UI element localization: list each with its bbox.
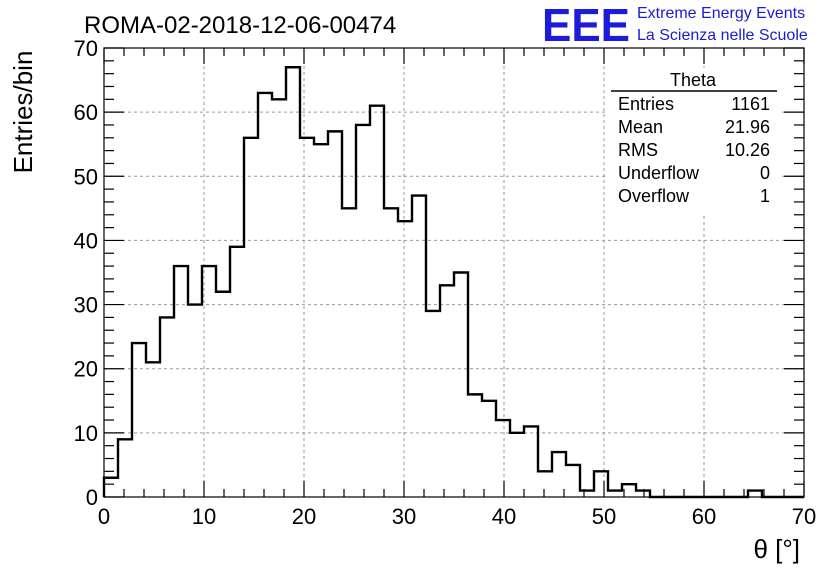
y-tick-label: 30 xyxy=(74,293,98,318)
histogram-bin xyxy=(286,67,300,497)
stats-box-background xyxy=(607,68,779,214)
histogram-bin xyxy=(594,471,608,497)
histogram-bin xyxy=(132,343,146,497)
y-axis-title: Entries/bin xyxy=(8,51,38,174)
x-tick-label: 60 xyxy=(692,504,716,529)
histogram-bin xyxy=(566,465,580,497)
y-tick-labels: 0 10 20 30 40 50 60 70 xyxy=(74,36,98,510)
histogram-bin xyxy=(482,401,496,497)
y-tick-label: 60 xyxy=(74,100,98,125)
histogram-bin xyxy=(342,208,356,497)
histogram-bin xyxy=(538,471,552,497)
histogram-outline xyxy=(102,66,804,499)
stats-value-underflow: 0 xyxy=(760,163,770,183)
y-tick-label: 40 xyxy=(74,228,98,253)
histogram-bin xyxy=(468,394,482,497)
x-tick-label: 20 xyxy=(292,504,316,529)
x-tick-label: 0 xyxy=(98,504,110,529)
histogram-bin xyxy=(202,266,216,497)
histogram-bin xyxy=(244,138,258,497)
histogram-bin xyxy=(104,478,118,497)
histogram-bin xyxy=(412,196,426,497)
histogram-bin xyxy=(314,144,328,497)
chart-title: ROMA-02-2018-12-06-00474 xyxy=(84,12,396,39)
stats-label-underflow: Underflow xyxy=(618,163,700,183)
y-tick-label: 70 xyxy=(74,36,98,61)
stats-value-overflow: 1 xyxy=(760,186,770,206)
histogram-bin xyxy=(118,439,132,497)
x-tick-label: 10 xyxy=(192,504,216,529)
histogram-bin xyxy=(398,221,412,497)
histogram-bin xyxy=(510,433,524,497)
histogram-bin xyxy=(328,131,342,497)
logo-line-2: La Scienza nelle Scuole xyxy=(637,27,808,44)
histogram-bin xyxy=(356,125,370,497)
y-tick-label: 0 xyxy=(86,485,98,510)
x-tick-labels: 0 10 20 30 40 50 60 70 xyxy=(98,504,816,529)
y-tick-label: 50 xyxy=(74,164,98,189)
x-tick-label: 50 xyxy=(592,504,616,529)
histogram-bin xyxy=(230,247,244,497)
x-tick-label: 70 xyxy=(792,504,816,529)
x-tick-label: 30 xyxy=(392,504,416,529)
histogram-bin xyxy=(524,426,538,497)
histogram-bin xyxy=(216,292,230,497)
logo-mark: EEE xyxy=(542,0,630,51)
stats-label-rms: RMS xyxy=(618,140,658,160)
y-tick-label: 20 xyxy=(74,357,98,382)
histogram-bin xyxy=(272,99,286,497)
eee-logo: EEE Extreme Energy Events La Scienza nel… xyxy=(542,0,808,51)
histogram-bin xyxy=(188,305,202,497)
axis-ticks xyxy=(103,47,805,498)
histogram-bin xyxy=(174,266,188,497)
histogram-bin xyxy=(146,362,160,497)
stats-title: Theta xyxy=(670,70,717,90)
stats-label-mean: Mean xyxy=(618,117,663,137)
histogram-bin xyxy=(370,106,384,497)
histogram-bin xyxy=(426,311,440,497)
histogram-bin xyxy=(160,317,174,497)
histogram-bin xyxy=(258,93,272,497)
y-tick-label: 10 xyxy=(74,421,98,446)
stats-label-overflow: Overflow xyxy=(618,186,690,206)
plot-frame xyxy=(103,47,805,498)
histogram-bin xyxy=(384,208,398,497)
x-axis-title: θ [°] xyxy=(753,534,800,564)
stats-label-entries: Entries xyxy=(618,94,674,114)
histogram-bin xyxy=(496,420,510,497)
histogram-bin xyxy=(300,138,314,497)
histogram-bin xyxy=(440,285,454,497)
histogram-bin xyxy=(454,273,468,498)
stats-value-mean: 21.96 xyxy=(725,117,770,137)
logo-line-1: Extreme Energy Events xyxy=(637,5,805,22)
stats-value-rms: 10.26 xyxy=(725,140,770,160)
stats-box: Theta Entries 1161 Mean 21.96 RMS 10.26 … xyxy=(607,68,779,214)
x-tick-label: 40 xyxy=(492,504,516,529)
stats-value-entries: 1161 xyxy=(731,94,770,114)
